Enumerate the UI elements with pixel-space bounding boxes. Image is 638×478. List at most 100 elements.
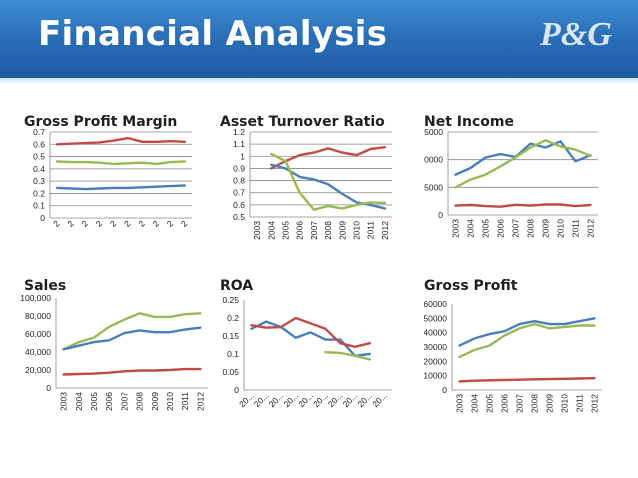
series-line-green	[55, 160, 187, 166]
x-tick-label: 2012	[195, 392, 205, 411]
x-tick-label: 2009	[545, 394, 555, 413]
pg-logo: P&G	[540, 16, 612, 53]
gross-profit-plot: 0 10000 20000 30000 40000 50000 60000 2003 2004 2…	[424, 299, 602, 413]
y-tick-label: 0.2	[227, 313, 239, 323]
series-line-red	[270, 146, 387, 170]
series-line-red	[458, 377, 596, 383]
x-tick-label: 2004	[266, 221, 276, 240]
gross-profit-margin-plot: 00.10.20.30.40.50.60.72 2 2 2 2 2 2 2 2 2	[33, 128, 192, 229]
series-line-green	[62, 312, 202, 351]
y-tick-label: 1.1	[233, 139, 245, 149]
x-tick-label: 2	[65, 218, 76, 229]
x-tick-label: 2012	[590, 394, 600, 413]
y-tick-label: 0.25	[222, 295, 239, 305]
x-tick-label: 2012	[586, 219, 596, 238]
series-line-red	[454, 203, 592, 208]
x-tick-label: 2003	[455, 394, 465, 413]
y-tick-label: 20,000	[25, 365, 51, 375]
series-line-green	[454, 139, 592, 189]
x-tick-label: 2008	[323, 221, 333, 240]
sales-chart: Sales 0 20,000 40,000 60,000 80,000 100,000 20…	[0, 274, 212, 444]
x-tick-label: 2	[108, 218, 119, 229]
x-tick-label: 2006	[295, 221, 305, 240]
y-tick-label: 0.7	[233, 188, 245, 198]
y-tick-label: 0	[46, 383, 51, 393]
x-tick-label: 2	[150, 218, 161, 229]
roa-plot: 00.050.10.150.20.2520...20...20...20...2…	[222, 295, 392, 409]
series-line-red	[250, 316, 371, 348]
y-tick-label: 10000	[424, 155, 443, 165]
y-tick-label: 0.8	[233, 176, 245, 186]
x-tick-label: 2009	[541, 219, 551, 238]
net-income-plot: 0 5000 10000 15000 2003 2004 2005 2006 2007 2008 2…	[424, 128, 598, 238]
x-tick-label: 2010	[165, 392, 175, 411]
x-tick-label: 2012	[380, 221, 390, 240]
x-tick-label: 2003	[252, 221, 262, 240]
x-tick-label: 2004	[470, 394, 480, 413]
y-tick-label: 60,000	[25, 329, 51, 339]
slide-header: Financial Analysis P&G	[0, 0, 638, 78]
x-tick-label: 2009	[150, 392, 160, 411]
x-tick-label: 20...	[370, 390, 389, 409]
x-tick-label: 2	[122, 218, 133, 229]
chart-title: Gross Profit	[424, 278, 518, 294]
series-line-blue	[55, 184, 187, 191]
x-tick-label: 2008	[530, 394, 540, 413]
x-tick-label: 2009	[337, 221, 347, 240]
x-tick-label: 2010	[556, 219, 566, 238]
x-tick-label: 2007	[515, 394, 525, 413]
y-tick-label: 0	[442, 385, 447, 395]
x-tick-label: 2010	[560, 394, 570, 413]
x-tick-label: 2011	[575, 394, 585, 413]
y-tick-label: 0.6	[33, 139, 45, 149]
y-tick-label: 5000	[424, 182, 443, 192]
y-tick-label: 0.9	[233, 163, 245, 173]
y-tick-label: 0	[40, 213, 45, 223]
x-tick-label: 2005	[281, 221, 291, 240]
x-tick-label: 2008	[135, 392, 145, 411]
series-line-green	[270, 152, 387, 211]
x-tick-label: 2	[165, 218, 176, 229]
roa-chart: ROA 0 0.05 0.1 0.15 0.2 0.25 20... 20... 20... 20…	[212, 274, 424, 444]
series-line-blue	[458, 317, 596, 347]
y-tick-label: 20000	[424, 356, 447, 366]
x-tick-label: 2007	[309, 221, 319, 240]
y-tick-label: 0.3	[33, 176, 45, 186]
x-tick-label: 2006	[500, 394, 510, 413]
x-tick-label: 2003	[451, 219, 461, 238]
y-tick-label: 0.4	[33, 164, 45, 174]
y-tick-label: 0.6	[233, 200, 245, 210]
x-tick-label: 2005	[485, 394, 495, 413]
x-tick-label: 2006	[104, 392, 114, 411]
x-tick-label: 2010	[352, 221, 362, 240]
x-tick-label: 2	[136, 218, 147, 229]
y-tick-label: 0.5	[233, 212, 245, 222]
net-income-chart: Net Income 0 5000 10000 15000 2003 2004 2005 20…	[424, 110, 638, 270]
y-tick-label: 15000	[424, 128, 443, 137]
x-tick-label: 2007	[119, 392, 129, 411]
y-tick-label: 0.05	[222, 367, 239, 377]
x-tick-label: 2005	[481, 219, 491, 238]
y-tick-label: 60000	[424, 299, 447, 309]
series-line-red	[62, 367, 202, 376]
series-line-blue	[454, 140, 592, 176]
x-tick-label: 2003	[59, 392, 69, 411]
y-tick-label: 40000	[424, 328, 447, 338]
series-line-green	[458, 322, 596, 359]
series-line-blue	[250, 320, 371, 357]
y-tick-label: 0	[438, 210, 443, 220]
y-tick-label: 0.15	[222, 331, 239, 341]
y-tick-label: 0.2	[33, 188, 45, 198]
y-tick-label: 30000	[424, 342, 447, 352]
y-tick-label: 0.7	[33, 128, 45, 137]
y-tick-label: 80,000	[25, 311, 51, 321]
y-tick-label: 0.5	[33, 152, 45, 162]
chart-title: Net Income	[424, 114, 514, 130]
x-tick-label: 2	[51, 218, 62, 229]
chart-title: Sales	[24, 278, 67, 294]
x-tick-label: 2	[179, 218, 190, 229]
sales-plot: 0 20,000 40,000 60,000 80,000 100,000 2003 2004…	[20, 293, 208, 411]
chart-title: ROA	[220, 278, 254, 294]
x-tick-label: 2006	[496, 219, 506, 238]
gross-profit-margin-chart: Gross Profit Margin 0 0.1 0.2 0.3 0.4 0.5 0.6 0…	[0, 110, 212, 270]
